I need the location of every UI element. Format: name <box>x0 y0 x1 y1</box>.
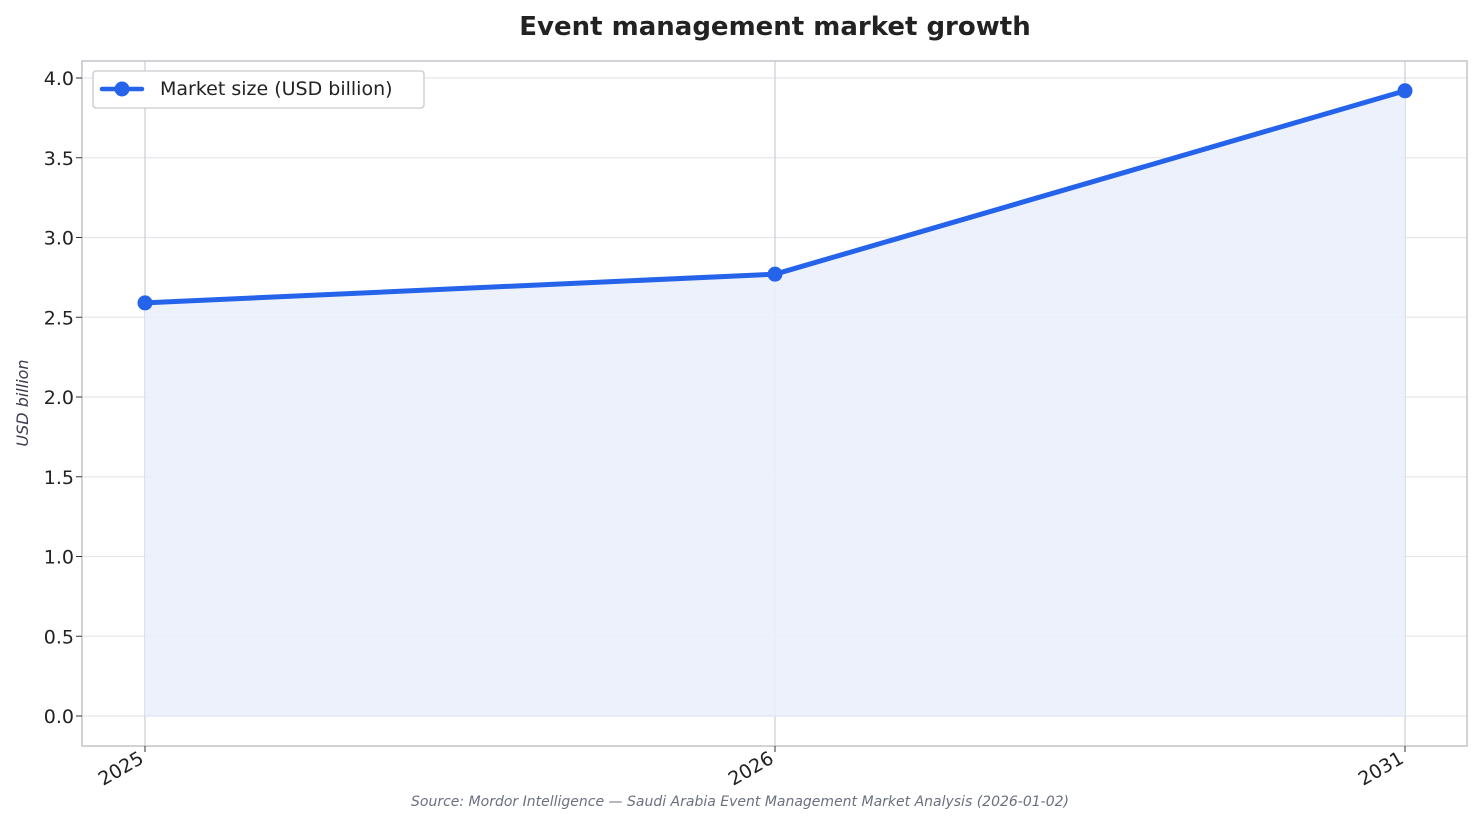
y-tick-label: 1.0 <box>44 547 74 569</box>
y-tick-label: 0.0 <box>44 706 74 728</box>
legend-marker <box>114 81 130 97</box>
x-tick-label: 2026 <box>725 747 778 790</box>
area-fill-layer <box>145 90 1405 717</box>
legend-label: Market size (USD billion) <box>160 78 393 100</box>
x-axis-ticks: 2025 2026 2031 <box>95 746 1408 791</box>
y-tick-label: 3.0 <box>44 228 74 250</box>
y-axis-ticks: 0.0 0.5 1.0 1.5 2.0 2.5 3.0 3.5 4.0 <box>44 68 82 728</box>
y-tick-label: 2.5 <box>44 307 74 329</box>
data-point <box>1397 83 1413 99</box>
y-axis-label: USD billion <box>13 359 32 446</box>
series-area <box>145 90 1405 716</box>
y-tick-label: 2.0 <box>44 387 74 409</box>
chart-title: Event management market growth <box>519 12 1030 42</box>
y-tick-label: 4.0 <box>44 68 74 90</box>
legend: Market size (USD billion) <box>92 70 425 109</box>
legend-box <box>92 70 425 109</box>
data-point <box>767 266 783 282</box>
x-tick-label: 2025 <box>95 747 148 790</box>
x-tick-label: 2031 <box>1355 747 1408 790</box>
source-note: Source: Mordor Intelligence — Saudi Arab… <box>411 794 1069 810</box>
y-tick-label: 3.5 <box>44 148 74 170</box>
data-point <box>137 295 153 311</box>
data-points <box>137 83 1413 311</box>
y-tick-label: 1.5 <box>44 467 74 489</box>
y-tick-label: 0.5 <box>44 626 74 648</box>
